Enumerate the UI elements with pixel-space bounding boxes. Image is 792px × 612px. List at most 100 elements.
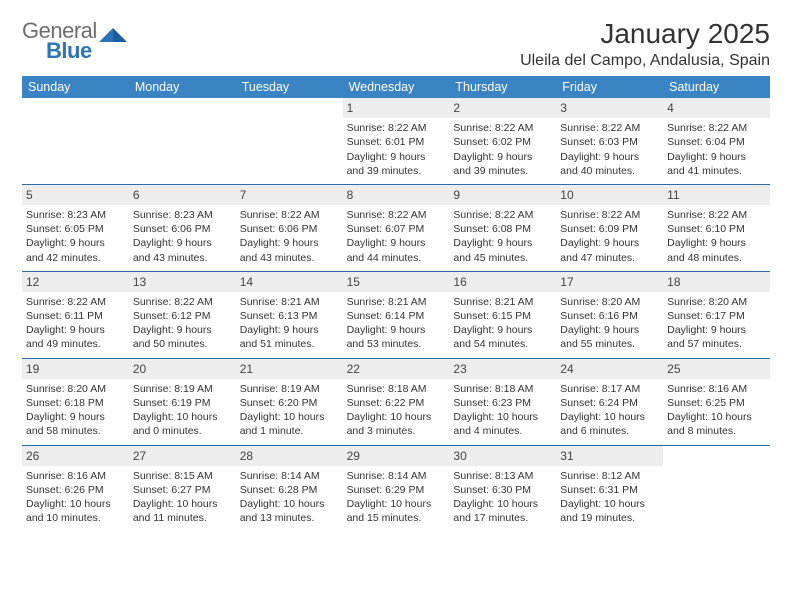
sunset-text: Sunset: 6:25 PM [667, 396, 766, 410]
daylight-text: Daylight: 10 hours and 10 minutes. [26, 497, 125, 525]
day-number: 26 [22, 446, 129, 466]
sunrise-text: Sunrise: 8:20 AM [26, 382, 125, 396]
sunset-text: Sunset: 6:14 PM [347, 309, 446, 323]
day-number: 21 [236, 359, 343, 379]
sunset-text: Sunset: 6:05 PM [26, 222, 125, 236]
day-number: 22 [343, 359, 450, 379]
sunrise-text: Sunrise: 8:21 AM [347, 295, 446, 309]
daylight-text: Daylight: 10 hours and 19 minutes. [560, 497, 659, 525]
day-cell: 2Sunrise: 8:22 AMSunset: 6:02 PMDaylight… [449, 98, 556, 184]
daylight-text: Daylight: 9 hours and 49 minutes. [26, 323, 125, 351]
day-cell [129, 98, 236, 184]
sunset-text: Sunset: 6:13 PM [240, 309, 339, 323]
sunrise-text: Sunrise: 8:18 AM [347, 382, 446, 396]
day-cell [236, 98, 343, 184]
daylight-text: Daylight: 9 hours and 45 minutes. [453, 236, 552, 264]
day-header: Monday [129, 76, 236, 98]
sunset-text: Sunset: 6:01 PM [347, 135, 446, 149]
day-cell: 28Sunrise: 8:14 AMSunset: 6:28 PMDayligh… [236, 446, 343, 532]
day-number: 23 [449, 359, 556, 379]
daylight-text: Daylight: 9 hours and 44 minutes. [347, 236, 446, 264]
daylight-text: Daylight: 10 hours and 8 minutes. [667, 410, 766, 438]
sunrise-text: Sunrise: 8:12 AM [560, 469, 659, 483]
sunrise-text: Sunrise: 8:22 AM [453, 121, 552, 135]
daylight-text: Daylight: 10 hours and 17 minutes. [453, 497, 552, 525]
sunset-text: Sunset: 6:03 PM [560, 135, 659, 149]
sunrise-text: Sunrise: 8:20 AM [667, 295, 766, 309]
logo: General Blue [22, 18, 127, 64]
daylight-text: Daylight: 9 hours and 54 minutes. [453, 323, 552, 351]
daylight-text: Daylight: 9 hours and 47 minutes. [560, 236, 659, 264]
day-cell: 8Sunrise: 8:22 AMSunset: 6:07 PMDaylight… [343, 185, 450, 271]
sunrise-text: Sunrise: 8:23 AM [26, 208, 125, 222]
daylight-text: Daylight: 9 hours and 41 minutes. [667, 150, 766, 178]
day-number: 7 [236, 185, 343, 205]
sunrise-text: Sunrise: 8:22 AM [347, 208, 446, 222]
sunrise-text: Sunrise: 8:22 AM [133, 295, 232, 309]
day-cell: 10 Sunrise: 8:22 AMSunset: 6:09 PMDayligh… [556, 185, 663, 271]
day-number: 29 [343, 446, 450, 466]
sunrise-text: Sunrise: 8:17 AM [560, 382, 659, 396]
calendar-page: General Blue January 2025 Uleila del Cam… [0, 0, 792, 549]
day-cell: 1Sunrise: 8:22 AMSunset: 6:01 PMDaylight… [343, 98, 450, 184]
location: Uleila del Campo, Andalusia, Spain [520, 52, 770, 70]
sunrise-text: Sunrise: 8:22 AM [240, 208, 339, 222]
sunrise-text: Sunrise: 8:22 AM [560, 208, 659, 222]
day-cell: 18Sunrise: 8:20 AMSunset: 6:17 PMDayligh… [663, 272, 770, 358]
day-cell: 25Sunrise: 8:16 AMSunset: 6:25 PMDayligh… [663, 359, 770, 445]
daylight-text: Daylight: 9 hours and 51 minutes. [240, 323, 339, 351]
day-cell [22, 98, 129, 184]
daylight-text: Daylight: 9 hours and 39 minutes. [347, 150, 446, 178]
day-number: 25 [663, 359, 770, 379]
day-number: 24 [556, 359, 663, 379]
sunset-text: Sunset: 6:09 PM [560, 222, 659, 236]
sunset-text: Sunset: 6:06 PM [240, 222, 339, 236]
day-number: 27 [129, 446, 236, 466]
day-cell: 23Sunrise: 8:18 AMSunset: 6:23 PMDayligh… [449, 359, 556, 445]
daylight-text: Daylight: 9 hours and 48 minutes. [667, 236, 766, 264]
day-number: 30 [449, 446, 556, 466]
sunrise-text: Sunrise: 8:23 AM [133, 208, 232, 222]
day-cell: 30Sunrise: 8:13 AMSunset: 6:30 PMDayligh… [449, 446, 556, 532]
day-number: 15 [343, 272, 450, 292]
day-cell: 13Sunrise: 8:22 AMSunset: 6:12 PMDayligh… [129, 272, 236, 358]
day-number: 16 [449, 272, 556, 292]
sunset-text: Sunset: 6:17 PM [667, 309, 766, 323]
sunset-text: Sunset: 6:26 PM [26, 483, 125, 497]
sunset-text: Sunset: 6:04 PM [667, 135, 766, 149]
sunset-text: Sunset: 6:02 PM [453, 135, 552, 149]
day-header: Wednesday [343, 76, 450, 98]
day-number: 28 [236, 446, 343, 466]
sunrise-text: Sunrise: 8:22 AM [26, 295, 125, 309]
sunrise-text: Sunrise: 8:19 AM [240, 382, 339, 396]
sunset-text: Sunset: 6:29 PM [347, 483, 446, 497]
daylight-text: Daylight: 9 hours and 39 minutes. [453, 150, 552, 178]
day-cell: 5Sunrise: 8:23 AMSunset: 6:05 PMDaylight… [22, 185, 129, 271]
sunset-text: Sunset: 6:07 PM [347, 222, 446, 236]
day-cell: 15Sunrise: 8:21 AMSunset: 6:14 PMDayligh… [343, 272, 450, 358]
sunset-text: Sunset: 6:15 PM [453, 309, 552, 323]
day-cell: 17Sunrise: 8:20 AMSunset: 6:16 PMDayligh… [556, 272, 663, 358]
week-row: 26Sunrise: 8:16 AMSunset: 6:26 PMDayligh… [22, 446, 770, 532]
day-cell: 21Sunrise: 8:19 AMSunset: 6:20 PMDayligh… [236, 359, 343, 445]
day-header-row: Sunday Monday Tuesday Wednesday Thursday… [22, 76, 770, 98]
day-cell: 7Sunrise: 8:22 AMSunset: 6:06 PMDaylight… [236, 185, 343, 271]
day-number: 20 [129, 359, 236, 379]
day-header: Sunday [22, 76, 129, 98]
daylight-text: Daylight: 9 hours and 55 minutes. [560, 323, 659, 351]
day-cell: 3Sunrise: 8:22 AMSunset: 6:03 PMDaylight… [556, 98, 663, 184]
day-cell: 14Sunrise: 8:21 AMSunset: 6:13 PMDayligh… [236, 272, 343, 358]
week-row: 19Sunrise: 8:20 AMSunset: 6:18 PMDayligh… [22, 359, 770, 446]
day-cell: 16Sunrise: 8:21 AMSunset: 6:15 PMDayligh… [449, 272, 556, 358]
day-header: Tuesday [236, 76, 343, 98]
daylight-text: Daylight: 9 hours and 42 minutes. [26, 236, 125, 264]
day-number: 10 [556, 185, 663, 205]
sunset-text: Sunset: 6:12 PM [133, 309, 232, 323]
day-header: Saturday [663, 76, 770, 98]
day-cell: 26Sunrise: 8:16 AMSunset: 6:26 PMDayligh… [22, 446, 129, 532]
day-cell: 9Sunrise: 8:22 AMSunset: 6:08 PMDaylight… [449, 185, 556, 271]
sunset-text: Sunset: 6:08 PM [453, 222, 552, 236]
day-number: 1 [343, 98, 450, 118]
daylight-text: Daylight: 10 hours and 3 minutes. [347, 410, 446, 438]
day-number: 4 [663, 98, 770, 118]
